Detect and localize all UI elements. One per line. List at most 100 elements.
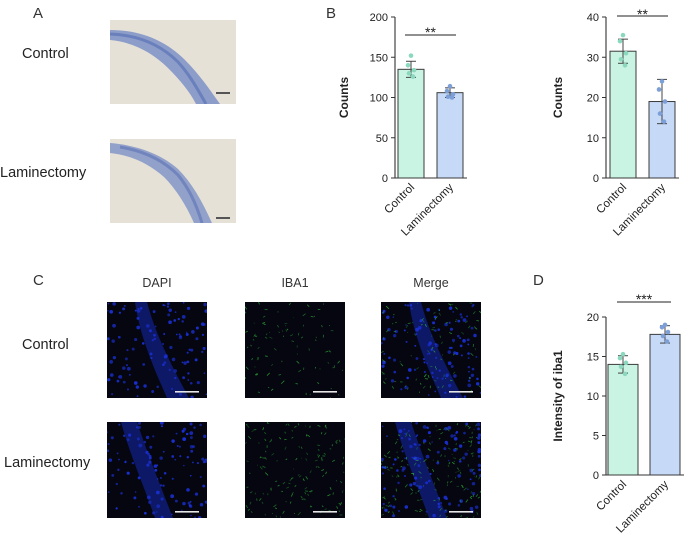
nucleus (126, 471, 130, 475)
nucleus (463, 431, 466, 435)
nucleus (196, 380, 200, 385)
nucleus (476, 436, 481, 440)
microglia (447, 465, 450, 467)
nucleus (136, 437, 140, 441)
microglia (460, 484, 464, 488)
nucleus (381, 425, 384, 428)
y-tick-label: 0 (382, 173, 388, 185)
nucleus (397, 481, 400, 485)
nucleus (128, 433, 132, 437)
nucleus (170, 494, 175, 499)
microglia (262, 492, 265, 495)
microglia (438, 437, 441, 440)
nucleus (417, 326, 422, 330)
microglia (291, 340, 295, 342)
microglia (287, 423, 290, 426)
microglia (422, 385, 426, 389)
nucleus (416, 434, 419, 436)
nucleus (187, 379, 190, 381)
nucleus (417, 464, 421, 468)
microglia (264, 438, 267, 442)
nucleus (428, 352, 431, 355)
microglia (381, 371, 384, 374)
data-point (662, 99, 668, 104)
nucleus (124, 357, 128, 361)
microglia (321, 459, 324, 462)
scale-bar (449, 511, 473, 513)
nucleus (383, 352, 386, 355)
microglia (271, 364, 273, 367)
nucleus (137, 307, 140, 310)
nucleus (183, 361, 187, 365)
nucleus (116, 452, 119, 455)
microglia (457, 470, 461, 472)
microglia (252, 338, 255, 341)
nucleus (201, 333, 205, 336)
microglia (459, 471, 462, 475)
nucleus (190, 514, 192, 517)
nucleus (111, 393, 114, 396)
nucleus (414, 476, 418, 480)
nucleus (163, 471, 167, 475)
nucleus (126, 438, 130, 442)
microglia (298, 446, 300, 448)
y-axis-label: Counts (337, 77, 351, 119)
y-tick-label: 30 (587, 52, 599, 64)
nucleus (477, 454, 481, 458)
microglia (476, 319, 480, 322)
microglia (387, 468, 390, 471)
microglia (465, 499, 469, 503)
microglia (251, 357, 254, 361)
nucleus (136, 325, 141, 330)
microglia (297, 332, 300, 336)
microglia (278, 374, 282, 376)
data-point (657, 111, 663, 116)
nucleus (382, 360, 386, 365)
nucleus (437, 496, 440, 500)
nucleus (403, 428, 406, 431)
nucleus (174, 311, 177, 314)
nucleus (425, 454, 430, 459)
nucleus (437, 502, 440, 506)
nucleus (457, 319, 461, 323)
nucleus (453, 448, 457, 452)
microglia (285, 501, 288, 503)
microglia (421, 318, 425, 321)
microglia (262, 465, 266, 469)
y-tick-label: 100 (370, 93, 388, 105)
microglia (305, 476, 309, 480)
microglia (309, 490, 313, 493)
nucleus (133, 496, 137, 500)
microglia (249, 491, 253, 494)
nucleus (418, 485, 423, 489)
microglia (262, 322, 266, 324)
nucleus (477, 433, 481, 437)
nucleus (426, 307, 431, 312)
nucleus (432, 513, 436, 518)
data-point (445, 94, 451, 99)
y-axis-label: Intensity of iba1 (551, 350, 565, 442)
microglia (381, 311, 385, 314)
data-point (617, 38, 623, 44)
nucleus (384, 508, 388, 512)
nucleus (409, 483, 413, 487)
nucleus (469, 478, 472, 481)
column-title-dapi: DAPI (142, 276, 172, 290)
microglia (395, 321, 397, 324)
microglia (294, 485, 297, 487)
nucleus (436, 377, 439, 380)
y-tick-label: 10 (587, 133, 599, 145)
nucleus (204, 500, 207, 504)
microglia (475, 424, 477, 427)
nucleus (398, 510, 400, 512)
nucleus (186, 306, 191, 311)
nucleus (459, 337, 462, 340)
microglia (383, 497, 386, 500)
nucleus (199, 475, 202, 479)
nucleus (394, 329, 398, 334)
data-point (656, 87, 662, 92)
microglia (434, 316, 438, 320)
panel-letter-d: D (533, 272, 544, 289)
microglia (446, 481, 449, 484)
nucleus (466, 315, 468, 318)
